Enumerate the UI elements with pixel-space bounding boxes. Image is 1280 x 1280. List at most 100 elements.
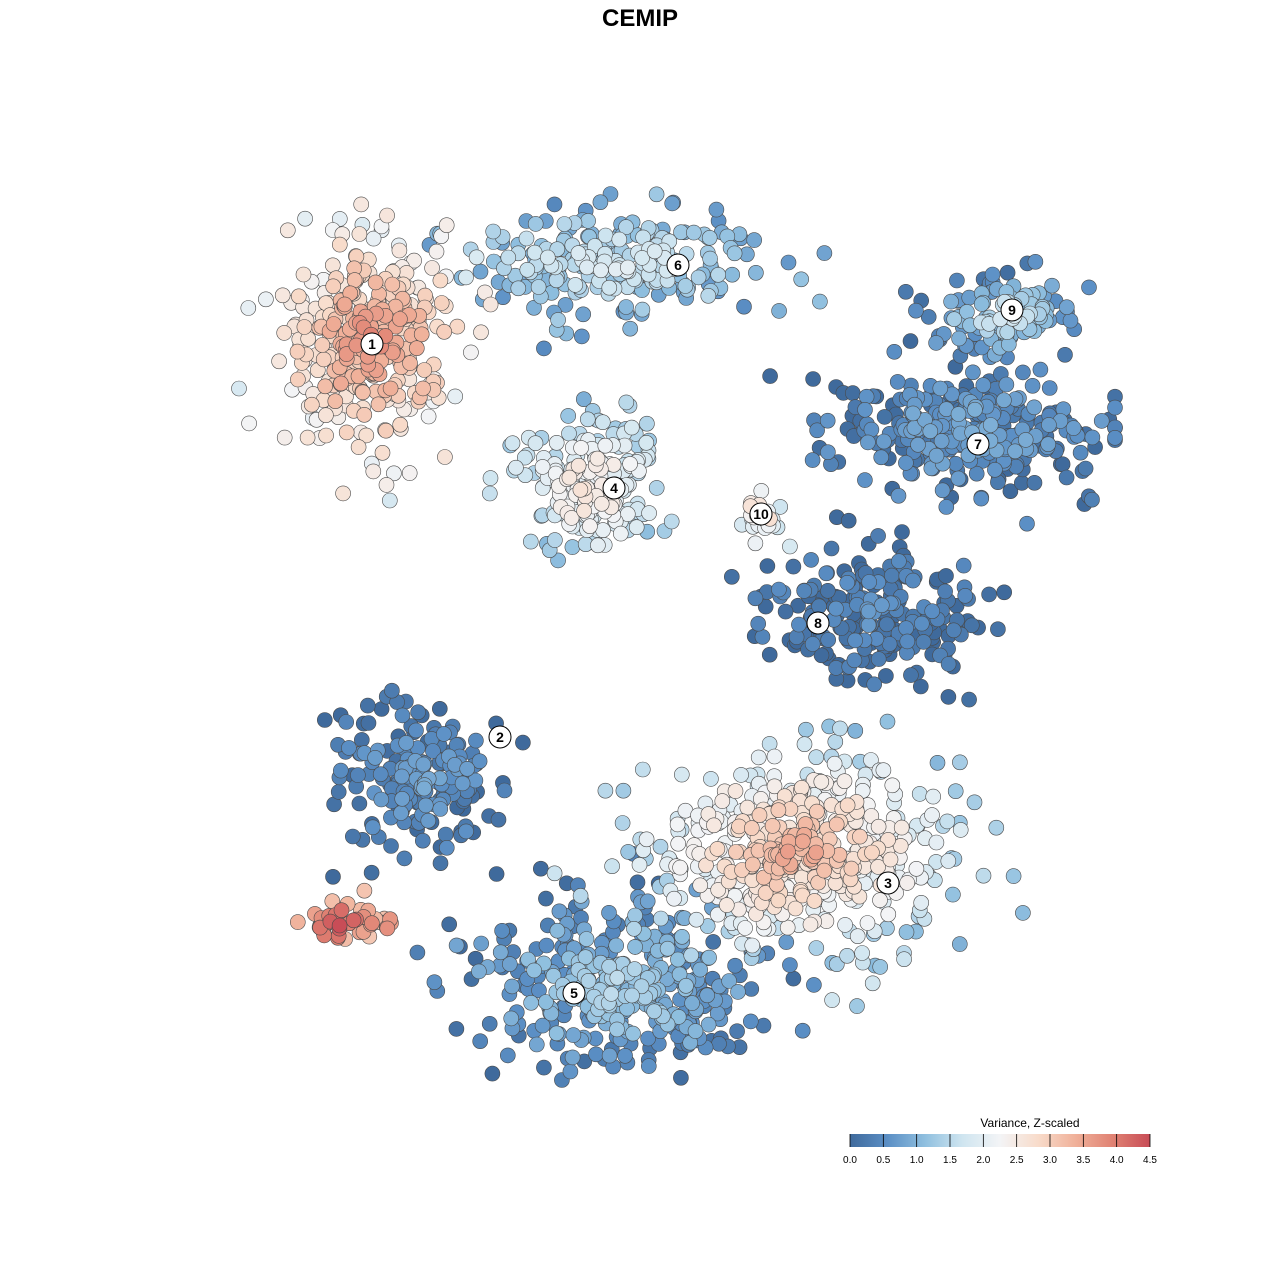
scatter-point	[356, 406, 373, 423]
scatter-point	[488, 866, 505, 882]
scatter-point	[384, 682, 400, 699]
cluster-label-text: 4	[610, 480, 618, 496]
scatter-point	[1065, 420, 1082, 436]
scatter-point	[617, 1048, 633, 1064]
scatter-point	[367, 274, 384, 291]
scatter-point	[779, 919, 796, 936]
scatter-point	[522, 533, 539, 550]
scatter-point	[373, 791, 390, 808]
scatter-point	[892, 838, 909, 854]
scatter-point	[659, 940, 676, 957]
scatter-point	[913, 615, 930, 632]
scatter-point	[481, 1015, 498, 1032]
scatter-point	[947, 783, 964, 800]
scatter-point	[447, 388, 464, 405]
cluster-label-4: 4	[602, 476, 626, 500]
scatter-point	[379, 207, 395, 224]
scatter-point	[626, 961, 643, 977]
scatter-point	[420, 812, 437, 829]
scatter-point	[808, 749, 825, 766]
scatter-point	[672, 859, 688, 876]
scatter-point	[963, 617, 980, 634]
scatter-point	[778, 934, 795, 950]
scatter-point	[750, 615, 767, 632]
scatter-point	[770, 892, 787, 909]
scatter-point	[473, 935, 490, 952]
scatter-point	[618, 394, 635, 411]
scatter-point	[710, 266, 727, 283]
scatter-point	[433, 295, 450, 311]
scatter-point	[557, 297, 574, 313]
scatter-point	[336, 296, 353, 313]
scatter-point	[736, 298, 752, 315]
scatter-point	[406, 252, 422, 269]
scatter-point	[837, 917, 853, 933]
scatter-point	[528, 1036, 545, 1053]
scatter-point	[538, 937, 555, 954]
scatter-point	[316, 712, 333, 728]
scatter-point	[370, 396, 387, 413]
scatter-point	[394, 790, 411, 807]
scatter-point	[753, 483, 770, 499]
scatter-point	[338, 346, 355, 362]
scatter-point	[813, 647, 830, 664]
scatter-point	[408, 722, 424, 739]
cluster-label-8: 8	[806, 611, 830, 635]
scatter-point	[274, 287, 291, 304]
scatter-point	[928, 834, 945, 851]
scatter-point	[785, 970, 802, 987]
scatter-point	[538, 890, 554, 907]
scatter-point	[791, 616, 807, 633]
scatter-point	[471, 753, 488, 770]
scatter-point	[639, 415, 655, 432]
scatter-point	[396, 850, 413, 867]
scatter-point	[344, 828, 361, 845]
scatter-point	[623, 419, 640, 436]
scatter-point	[809, 422, 825, 439]
scatter-point	[612, 525, 629, 542]
scatter-point	[692, 961, 709, 978]
scatter-point	[710, 882, 727, 898]
scatter-point	[549, 922, 566, 939]
scatter-point	[666, 890, 682, 907]
scatter-point	[860, 434, 876, 451]
scatter-point	[330, 784, 347, 800]
scatter-point	[431, 700, 448, 717]
scatter-point	[880, 832, 896, 848]
scatter-point	[490, 811, 507, 828]
scatter-point	[393, 805, 409, 821]
scatter-point	[492, 944, 509, 961]
scatter-point	[945, 622, 962, 639]
scatter-point	[1093, 413, 1110, 429]
colorbar-tick-label: 2.0	[976, 1155, 990, 1166]
scatter-point	[677, 278, 694, 294]
scatter-point	[1084, 429, 1101, 446]
scatter-point	[898, 455, 914, 471]
scatter-point	[580, 972, 597, 989]
scatter-point	[889, 374, 906, 390]
scatter-point	[819, 582, 836, 599]
scatter-point	[1026, 399, 1042, 416]
scatter-point	[523, 994, 539, 1011]
scatter-point	[532, 860, 549, 877]
scatter-point	[813, 773, 830, 790]
scatter-point	[1040, 436, 1056, 453]
scatter-point	[472, 1033, 489, 1049]
scatter-point	[333, 375, 349, 392]
scatter-point	[556, 216, 573, 232]
scatter-point	[692, 877, 709, 894]
scatter-point	[415, 380, 431, 397]
scatter-point	[572, 887, 589, 904]
scatter-point	[998, 376, 1015, 393]
scatter-point	[718, 897, 735, 913]
scatter-point	[646, 1003, 663, 1020]
scatter-point	[946, 311, 963, 328]
scatter-point	[570, 457, 587, 474]
scatter-point	[857, 401, 873, 418]
scatter-point	[965, 364, 981, 381]
scatter-point	[940, 853, 957, 869]
scatter-point	[359, 697, 376, 714]
scatter-point	[604, 858, 620, 875]
scatter-point	[360, 715, 377, 731]
scatter-point	[1041, 417, 1057, 433]
